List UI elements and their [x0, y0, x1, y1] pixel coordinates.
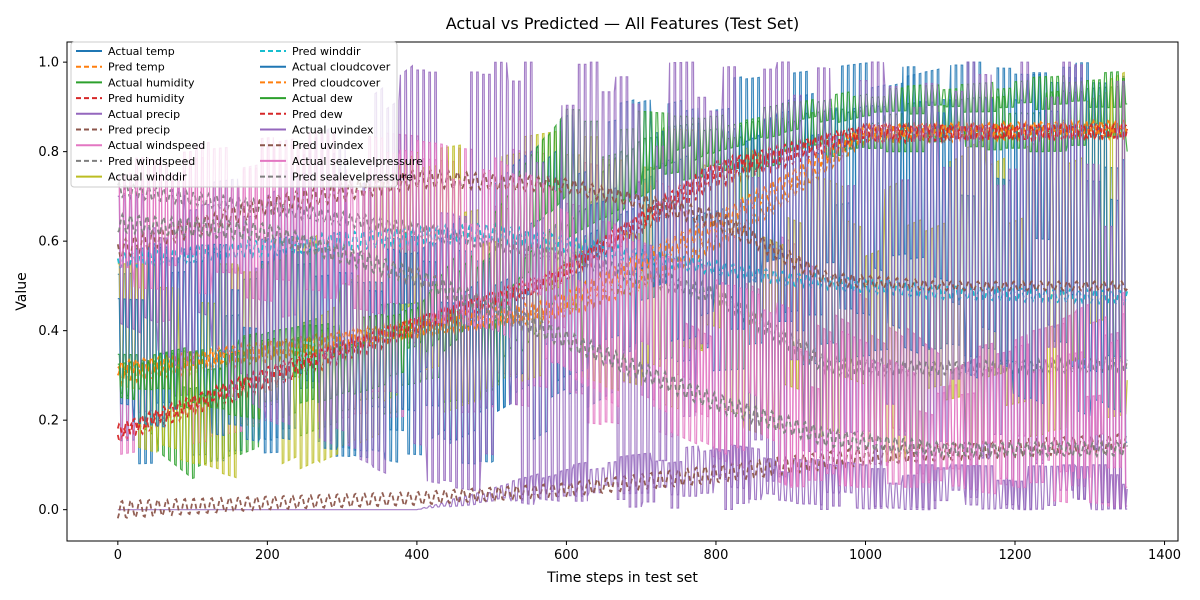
series-line-actual-precip	[117, 444, 1128, 511]
y-tick-label: 0.2	[38, 414, 59, 429]
legend-label: Pred sealevelpressure	[292, 171, 413, 184]
y-tick-label: 0.0	[38, 503, 59, 518]
y-tick-label: 0.4	[38, 324, 59, 339]
x-tick-label: 800	[704, 548, 729, 563]
x-tick-label: 1200	[998, 548, 1031, 563]
x-axis: 0 200 400 600 800 1000 1200 1400	[114, 541, 1181, 563]
series-line-pred-temp	[117, 122, 1129, 387]
y-axis-label: Value	[14, 272, 30, 310]
legend-item: Actual precip	[76, 108, 180, 121]
plot-frame	[66, 41, 1179, 542]
chart-title: Actual vs Predicted — All Features (Test…	[446, 14, 800, 33]
series-line-pred-humidity	[116, 122, 1129, 444]
legend-item: Pred sealevelpressure	[260, 171, 413, 184]
legend-item: Actual temp	[76, 45, 175, 58]
legend-item: Pred dew	[260, 108, 343, 121]
x-tick-label: 600	[554, 548, 579, 563]
legend-label: Actual temp	[108, 45, 175, 58]
y-tick-label: 1.0	[38, 56, 59, 71]
legend-label: Pred uvindex	[292, 139, 364, 152]
legend-label: Actual cloudcover	[292, 61, 391, 74]
x-tick-label: 400	[404, 548, 429, 563]
legend-label: Pred dew	[292, 108, 343, 121]
legend-label: Pred humidity	[108, 92, 185, 105]
legend-label: Actual uvindex	[292, 124, 374, 137]
legend-item: Actual winddir	[76, 171, 187, 184]
legend-label: Pred winddir	[292, 45, 361, 58]
legend-item: Pred uvindex	[260, 139, 364, 152]
legend-item: Pred windspeed	[76, 155, 195, 168]
legend-item: Pred winddir	[260, 45, 361, 58]
series-line-pred-uvindex	[116, 167, 1128, 292]
legend-item: Pred cloudcover	[260, 76, 381, 89]
legend-label: Pred windspeed	[108, 155, 195, 168]
x-tick-label: 200	[255, 548, 280, 563]
y-tick-label: 0.6	[38, 235, 59, 250]
legend-item: Pred temp	[76, 61, 165, 74]
legend: Actual temp Pred temp Actual humidity Pred …	[70, 41, 423, 188]
legend-item: Pred humidity	[76, 92, 185, 105]
legend-item: Actual humidity	[76, 76, 195, 89]
x-tick-label: 0	[114, 548, 122, 563]
x-axis-label: Time steps in test set	[546, 570, 698, 586]
legend-frame	[70, 41, 398, 188]
legend-label: Actual humidity	[108, 76, 195, 89]
legend-label: Actual sealevelpressure	[292, 155, 423, 168]
legend-label: Pred precip	[108, 124, 170, 137]
series-line-pred-sealevelpressure	[117, 211, 1129, 459]
legend-item: Actual dew	[260, 92, 353, 105]
y-axis: 0.0 0.2 0.4 0.6 0.8 1.0	[38, 56, 67, 518]
legend-item: Actual cloudcover	[260, 61, 391, 74]
legend-item: Actual windspeed	[76, 139, 205, 152]
legend-label: Actual windspeed	[108, 139, 205, 152]
x-tick-label: 1000	[849, 548, 882, 563]
legend-label: Actual dew	[292, 92, 353, 105]
legend-item: Actual sealevelpressure	[260, 155, 423, 168]
legend-item: Actual uvindex	[260, 124, 374, 137]
x-tick-label: 1400	[1148, 548, 1181, 563]
y-tick-label: 0.8	[38, 145, 59, 160]
legend-label: Pred cloudcover	[292, 76, 381, 89]
legend-label: Actual precip	[108, 108, 180, 121]
legend-label: Actual winddir	[108, 171, 187, 184]
legend-item: Pred precip	[76, 124, 170, 137]
legend-label: Pred temp	[108, 61, 165, 74]
